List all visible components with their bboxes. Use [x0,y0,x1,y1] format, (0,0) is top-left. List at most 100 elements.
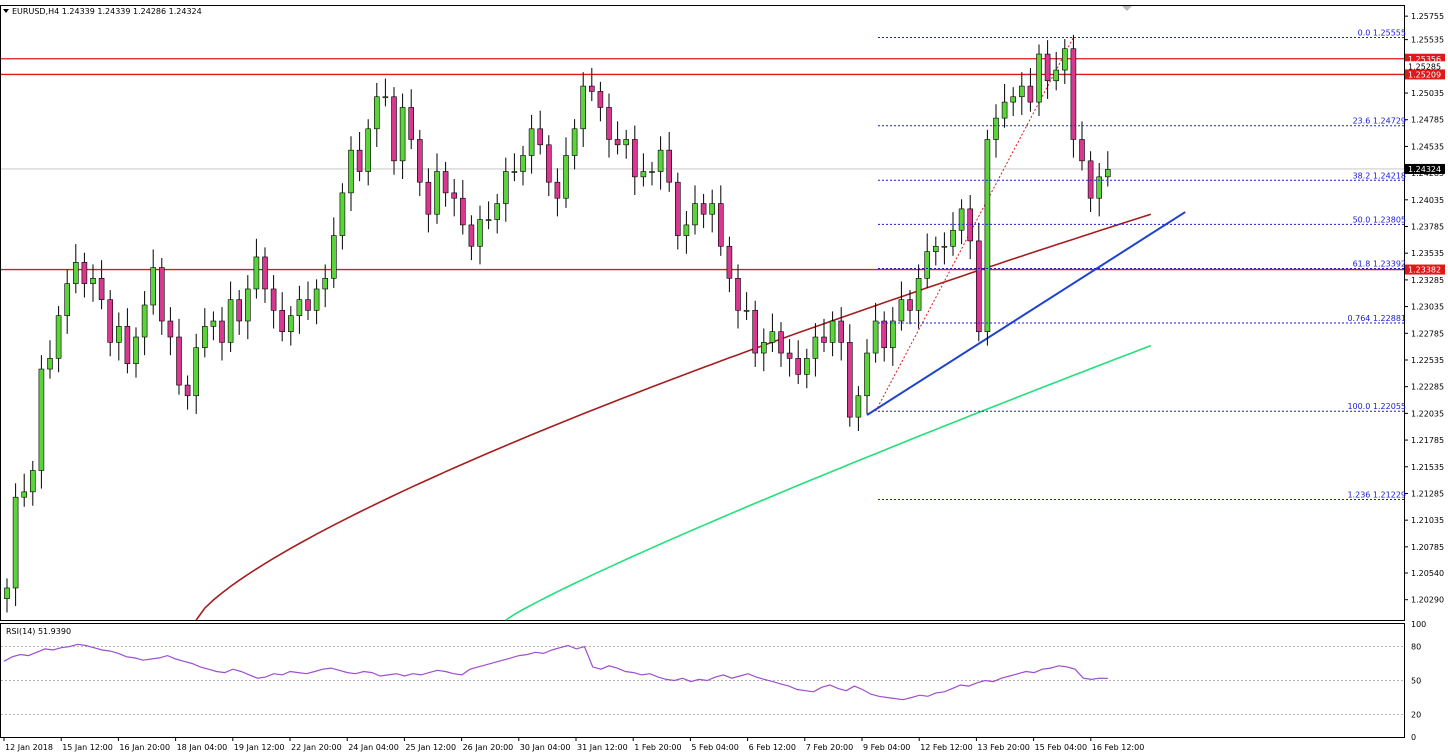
candle-bull [812,336,819,359]
candle-bear [416,139,423,183]
candle-bear [821,336,827,343]
candle-bull [253,256,260,290]
candle-bull [563,155,569,199]
dropdown-triangle-icon[interactable] [3,9,9,13]
candle-bear [236,299,242,322]
price-tag-bg [1405,163,1445,174]
candle-bull [322,277,329,290]
candle-bull [150,267,156,306]
candle-bull [864,352,870,397]
candle-bear [442,171,449,194]
y-tick-label: 1.25755 [1411,12,1444,21]
price-tag: 1.25356 [1408,55,1441,64]
candle-bear [107,299,113,343]
y-tick-label: 1.20290 [1411,596,1444,605]
candle-bull [829,320,836,343]
candle-bull [958,208,965,231]
candle-bull [683,224,690,236]
candle-bull [73,261,79,284]
candle-bull [287,315,294,332]
x-tick-label: 1 Feb 20:00 [634,743,681,752]
y-tick-label: 1.20540 [1411,569,1444,578]
x-tick-label: 25 Jan 12:00 [405,743,456,752]
candle-bear [726,245,733,279]
candle-bull [511,171,518,173]
candle-bull [528,128,535,156]
fib-level-label: 0.0 1.25555 [1358,29,1406,38]
price-tag-bg [1405,69,1445,80]
candle-bull [21,491,28,498]
y-tick-label: 1.23785 [1411,223,1444,232]
candle-bull [55,315,62,359]
x-tick-label: 16 Jan 20:00 [119,743,170,752]
candle-bear [631,139,638,178]
candle-bear [1070,48,1077,140]
candle-bear [451,192,458,199]
candle-bull [640,171,647,178]
candle-bull [227,299,234,343]
x-tick-label: 6 Feb 12:00 [749,743,796,752]
x-tick-label: 15 Jan 12:00 [62,743,113,752]
candle-bull [90,277,96,284]
x-tick-label: 24 Jan 04:00 [348,743,399,752]
candle-bull [657,149,664,172]
price-tag-bg [1405,61,1445,72]
y-tick-label: 1.22285 [1411,383,1444,392]
candle-bull [245,288,251,322]
candle-bear [262,256,268,290]
y-tick-label: 1.25035 [1411,89,1444,98]
y-tick-label: 1.21285 [1411,489,1444,498]
sma-fast-line [505,344,1152,621]
candle-bear [795,358,802,375]
candle-bull [339,192,346,236]
candle-bull [202,326,208,349]
candle-bull [649,171,655,173]
candle-bull [12,496,19,589]
x-tick-label: 5 Feb 04:00 [691,743,738,752]
candle-bear [159,267,165,322]
candle-bear [975,240,982,332]
candle-bear [881,320,888,349]
candle-bull [64,283,70,316]
y-tick-label: 1.23535 [1411,249,1444,258]
candle-bull [855,395,862,418]
x-tick-label: 26 Jan 20:00 [463,743,514,752]
candle-bull [932,245,939,252]
y-tick-label: 1.22535 [1411,356,1444,365]
candle-bull [709,203,716,215]
y-tick-label: 1.25535 [1411,36,1444,45]
candle-bull [760,342,767,354]
candle-bull [348,149,354,194]
candle-bull [4,587,10,599]
candle-bull [399,107,406,162]
candle-bear [778,331,784,354]
candle-bear [545,144,552,183]
candle-bull [692,203,698,226]
candle-bull [1053,69,1059,82]
candle-bull [47,358,53,370]
candle-bull [1036,53,1042,103]
candle-bull [623,139,630,146]
candle-bull [313,288,320,311]
candle-bear [176,336,182,386]
candle-bull [520,155,526,172]
candle-bull [950,229,956,247]
scroll-marker-icon[interactable] [1122,6,1132,11]
price-tag: 1.25285 [1408,62,1441,71]
candle-bear [907,299,913,311]
candle-bull [29,470,36,493]
y-tick-label: 1.23285 [1411,276,1444,285]
candle-bull [924,251,931,279]
candle-bear [356,149,363,172]
candle-bear [124,326,131,365]
candle-bull [1062,48,1068,71]
candle-bull [330,235,337,279]
x-tick-label: 9 Feb 04:00 [863,743,910,752]
candle-bear [184,384,191,397]
rsi-line [3,643,1108,701]
candle-bull [1096,176,1102,199]
y-tick-label: 1.24785 [1411,116,1444,125]
y-tick-label: 1.22785 [1411,329,1444,338]
price-tag-bg [1405,53,1445,64]
candle-bear [468,224,475,247]
